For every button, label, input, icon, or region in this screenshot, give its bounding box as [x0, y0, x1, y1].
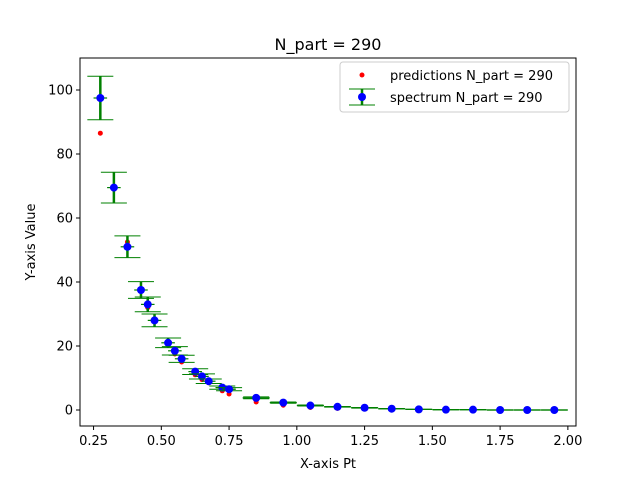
x-axis-label: X-axis Pt — [300, 457, 356, 472]
spectrum-marker — [225, 385, 234, 394]
y-tick-label: 80 — [56, 148, 73, 163]
spectrum-marker — [414, 405, 423, 414]
legend-spectrum-label: spectrum N_part = 290 — [390, 91, 543, 106]
spectrum-marker — [306, 401, 315, 410]
plot-area — [87, 75, 568, 414]
spectrum-point — [269, 398, 297, 407]
spectrum-point — [216, 385, 243, 394]
chart-title: N_part = 290 — [275, 35, 382, 55]
spectrum-marker — [123, 242, 132, 251]
spectrum-marker — [197, 372, 206, 381]
spectrum-point — [323, 402, 352, 411]
spectrum-marker — [136, 286, 145, 294]
legend-predictions-marker — [359, 72, 365, 78]
y-tick-label: 0 — [65, 404, 73, 419]
x-tick-label: 1.75 — [486, 434, 515, 449]
axis-ticks: 0.25 0.50 0.75 1.00 1.25 1.50 1.75 2.00 0 20 40 60 8… — [48, 84, 582, 450]
spectrum-point — [100, 171, 127, 204]
spectrum-point — [134, 296, 161, 313]
x-tick-label: 0.25 — [79, 434, 108, 449]
y-axis-label: Y-axis Value — [24, 204, 39, 282]
spectrum-marker — [177, 354, 186, 363]
spectrum-point — [168, 354, 195, 363]
legend: predictions N_part = 290 spectrum N_part… — [339, 61, 570, 113]
x-tick-label: 0.75 — [215, 434, 244, 449]
prediction-point — [97, 130, 103, 136]
x-tick-label: 1.25 — [350, 434, 379, 449]
x-tick-label: 0.50 — [147, 434, 176, 449]
spectrum-point — [486, 406, 514, 414]
spectrum-point — [87, 75, 114, 121]
spectrum-marker — [279, 398, 288, 407]
spectrum-marker — [252, 393, 261, 402]
spectrum-marker — [150, 316, 159, 325]
x-tick-label: 1.00 — [282, 434, 311, 449]
spectrum-marker — [170, 346, 179, 355]
spectrum-marker — [143, 300, 152, 309]
spectrum-point — [242, 393, 270, 402]
spectrum-point — [114, 235, 141, 259]
spectrum-marker — [469, 405, 478, 414]
spectrum-point — [405, 405, 433, 414]
axes-frame — [79, 57, 577, 427]
spectrum-marker — [164, 338, 173, 347]
legend-predictions-label: predictions N_part = 290 — [390, 69, 553, 84]
x-tick-label: 1.50 — [418, 434, 447, 449]
spectrum-point — [378, 404, 406, 413]
spectrum-marker — [387, 404, 396, 413]
spectrum-point — [195, 377, 222, 386]
spectrum-marker — [204, 377, 213, 386]
spectrum-marker — [96, 94, 105, 102]
spectrum-point — [141, 313, 168, 328]
spectrum-point — [513, 406, 541, 414]
spectrum-marker — [496, 406, 505, 414]
spectrum-marker — [333, 402, 342, 411]
spectrum-point — [296, 401, 324, 410]
spectrum-marker — [550, 406, 559, 414]
y-tick-label: 40 — [56, 276, 73, 291]
x-tick-label: 2.00 — [553, 434, 582, 449]
spectrum-marker — [360, 403, 369, 412]
y-tick-label: 20 — [56, 340, 73, 355]
spectrum-marker — [109, 183, 118, 192]
legend-spectrum-marker — [358, 93, 366, 101]
legend-frame — [339, 61, 570, 113]
spectrum-marker — [191, 367, 200, 376]
spectrum-point — [540, 406, 568, 414]
spectrum-marker — [441, 405, 450, 414]
spectrum-point — [351, 403, 379, 412]
spectrum-marker — [523, 406, 532, 414]
y-tick-label: 60 — [56, 212, 73, 227]
y-tick-label: 100 — [48, 84, 73, 99]
spectrum-point — [459, 405, 487, 414]
spectrum-point — [127, 281, 154, 299]
spectrum-point — [432, 405, 460, 414]
